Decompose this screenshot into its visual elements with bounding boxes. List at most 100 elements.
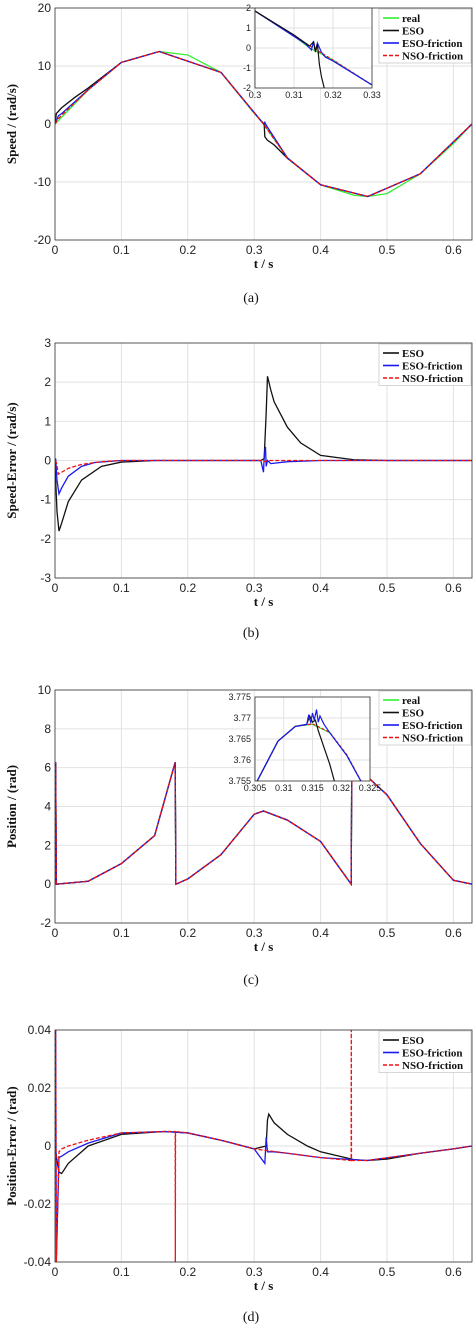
legend-label: ESO-friction [402,361,463,373]
x-tick-label: 0.3 [246,1265,263,1279]
y-tick-label: 0.04 [28,1023,52,1037]
y-tick-label: -3 [40,571,51,585]
x-tick-label: 0.5 [379,243,396,257]
inset-series-eso-friction [256,709,362,781]
panel-speed-error: 0 0.1 0.2 0.3 0.4 0.5 0.6 -3 -2 -1 0 1 2 3 ESOESO-fric… [4,336,473,641]
y-tick-label: 6 [44,761,51,775]
y-tick-label: 0 [44,1139,51,1153]
y-tick-label: 0 [44,117,51,131]
y-tick-label: 0 [44,877,51,891]
x-tick-label: 0.6 [445,243,462,257]
x-tick-label: 0.2 [179,926,196,940]
y-tick-label: -20 [34,233,52,247]
panel-caption: (a) [243,291,259,306]
x-tick-label: 0.6 [445,1265,462,1279]
inset-y-tick-label: 1 [246,23,251,33]
inset-y-tick-label: 3.755 [228,776,251,786]
x-tick-label: 0.6 [445,581,462,595]
y-tick-label: 8 [44,722,51,736]
inset-x-tick-label: 0.3 [249,90,262,100]
inset-y-tick-label: 3.77 [233,713,251,723]
inset-x-tick-label: 0.315 [301,783,324,793]
series-nso-friction [55,50,472,198]
legend-label: ESO [402,1035,424,1047]
inset-zoom: 0.305 0.31 0.315 0.32 0.325 3.755 3.76 3.765 3.7… [228,692,382,793]
inset-y-tick-label: 3.76 [233,755,251,765]
panel-caption: (b) [243,626,260,641]
inset-y-tick-label: 3.775 [228,692,251,702]
inset-y-tick-label: 2 [246,3,251,13]
y-tick-label: -2 [40,532,51,546]
y-tick-label: 3 [44,336,51,350]
y-tick-label: 10 [38,59,52,73]
x-axis-label: t / s [254,256,274,271]
legend-label: NSO-friction [402,51,463,63]
y-axis-label: Speed-Error / (rad/s) [4,402,19,519]
legend-label: ESO-friction [402,720,463,732]
x-tick-label: 0.2 [179,581,196,595]
legend-label: ESO [402,26,424,38]
x-tick-label: 0 [52,581,59,595]
y-tick-label: 20 [38,1,52,15]
axes-frame [54,1029,473,1263]
series-nso-friction [55,459,472,476]
x-tick-label: 0.2 [179,1265,196,1279]
legend-label: ESO [402,708,424,720]
x-tick-label: 0.4 [312,1265,329,1279]
x-tick-label: 0.6 [445,926,462,940]
legend-label: ESO [402,348,424,360]
inset-x-tick-label: 0.305 [244,783,267,793]
y-tick-label: 0.02 [28,1081,52,1095]
x-tick-label: 0.3 [246,581,263,595]
y-tick-label: 4 [44,800,51,814]
inset-x-tick-label: 0.33 [363,90,381,100]
inset-y-tick-label: 3.765 [228,734,251,744]
inset-series-eso [255,10,325,88]
x-tick-label: 0.4 [312,926,329,940]
y-tick-label: 1 [44,414,51,428]
inset-x-tick-label: 0.325 [359,783,382,793]
x-tick-label: 0.5 [379,1265,396,1279]
inset-y-tick-label: -1 [243,63,251,73]
series-eso [55,376,472,532]
legend-label: real [402,695,420,707]
x-tick-label: 0.1 [113,1265,130,1279]
legend-label: ESO-friction [402,38,463,50]
legend-label: real [402,13,420,25]
legend-label: NSO-friction [402,373,463,385]
x-axis-label: t / s [254,1278,274,1293]
axes-frame [54,342,473,579]
panel-caption: (d) [243,1310,260,1325]
y-axis-label: Position-Error / (rad) [4,1086,19,1205]
y-tick-label: -10 [34,175,52,189]
axes-frame [54,689,473,924]
x-tick-label: 0 [52,1265,59,1279]
y-tick-label: 0 [44,454,51,468]
inset-y-tick-label: -2 [243,83,251,93]
series-nso-friction [55,1030,472,1262]
x-axis-label: t / s [254,939,274,954]
inset-frame [254,696,371,782]
y-axis-label: Position / (rad) [4,765,19,848]
y-tick-label: -1 [40,493,51,507]
panel-position-error: 0 0.1 0.2 0.3 0.4 0.5 0.6 -0.04 -0.02 0 0.02 0.04 ES… [4,1023,473,1325]
x-axis-label: t / s [254,594,274,609]
x-tick-label: 0.3 [246,926,263,940]
y-tick-label: 10 [38,683,52,697]
x-tick-label: 0.1 [113,581,130,595]
series-nso-friction [55,760,472,887]
inset-x-tick-label: 0.32 [324,90,342,100]
x-tick-label: 0.5 [379,581,396,595]
x-tick-label: 0 [52,243,59,257]
y-tick-label: 2 [44,838,51,852]
y-tick-label: -0.04 [24,1255,52,1269]
inset-x-tick-label: 0.31 [285,90,303,100]
y-tick-label: 2 [44,375,51,389]
legend-label: NSO-friction [402,733,463,745]
legend-label: ESO-friction [402,1048,463,1060]
